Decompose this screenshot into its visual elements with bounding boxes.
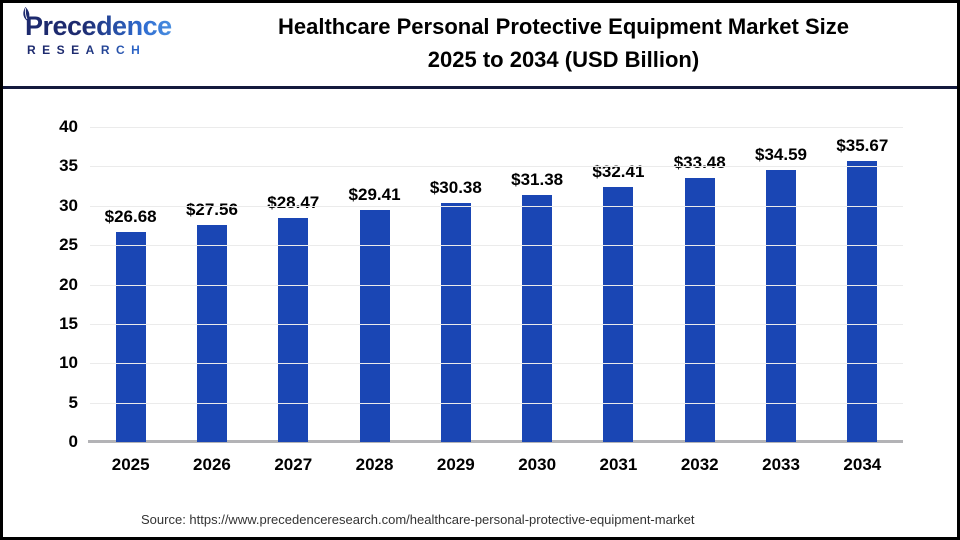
bar-value-label: $27.56	[185, 199, 238, 219]
bar-group-2025: $26.68	[90, 127, 171, 442]
plot-area: $26.68 $27.56 $28.47 $29.41 $30.38 $31.38 $32.…	[59, 117, 903, 451]
x-axis-tick-label: 2027	[274, 455, 313, 474]
y-axis-tick-label: 40	[59, 117, 78, 136]
bar-value-label: $32.41	[592, 161, 645, 181]
bar-value-label: $35.67	[836, 136, 889, 156]
bar-value-label: $34.59	[755, 144, 808, 164]
bar-2025	[115, 231, 146, 442]
bar-group-2033: $34.59	[740, 127, 821, 442]
gridline	[90, 127, 903, 128]
gridline	[90, 205, 903, 207]
bar-2027	[278, 217, 309, 442]
x-axis-tick-label: 2034	[843, 455, 882, 474]
bar-2032	[684, 178, 715, 442]
gridline	[90, 323, 903, 325]
gridline	[90, 284, 903, 286]
bar-2029	[440, 202, 471, 442]
x-axis-tick-label: 2025	[111, 455, 150, 474]
bars-container: $26.68 $27.56 $28.47 $29.41 $30.38 $31.38 $32.…	[90, 127, 903, 442]
bar-group-2034: $35.67	[822, 127, 903, 442]
header: Precedence RESEARCH Healthcare Personal …	[3, 3, 957, 86]
source-text: Source: https://www.precedenceresearch.c…	[141, 512, 695, 527]
y-axis-tick-label: 20	[59, 274, 78, 294]
logo-name: Precedence	[25, 11, 172, 41]
bar-value-label: $33.48	[673, 153, 726, 173]
header-divider	[3, 86, 957, 89]
gridline	[90, 166, 903, 168]
bar-group-2026: $27.56	[171, 127, 252, 442]
bar-2033	[766, 169, 797, 442]
bar-value-label: $31.38	[511, 169, 564, 189]
precedence-logo: Precedence RESEARCH	[21, 6, 172, 56]
bar-2026	[196, 224, 227, 442]
gridline	[90, 245, 903, 247]
bar-group-2032: $33.48	[659, 127, 740, 442]
x-axis-tick-label: 2029	[436, 455, 475, 474]
y-axis-tick-label: 25	[59, 235, 78, 255]
bar-2030	[522, 194, 553, 442]
leaf-icon	[23, 6, 30, 21]
y-axis-tick-label: 5	[68, 392, 78, 412]
y-axis-tick-label: 10	[59, 353, 78, 373]
bar-group-2027: $28.47	[253, 127, 334, 442]
x-axis-tick-label: 2026	[193, 455, 231, 474]
chart-title-line1: Healthcare Personal Protective Equipment…	[278, 14, 849, 39]
bar-value-label: $28.47	[267, 192, 320, 212]
bar-value-label: $29.41	[348, 185, 401, 205]
x-axis-tick-label: 2033	[762, 455, 800, 474]
x-axis-tick-label: 2030	[518, 455, 557, 474]
bar-2031	[603, 186, 634, 442]
x-axis-labels: 2025 2026 2027 2028 2029 2030 2031 2032 2033 2034	[90, 442, 903, 475]
y-axis-tick-label: 30	[59, 195, 78, 215]
y-axis-tick-label: 15	[59, 313, 78, 333]
bar-group-2031: $32.41	[578, 127, 659, 442]
y-axis-tick-label: 0	[68, 432, 78, 451]
x-axis-tick-label: 2028	[355, 455, 394, 474]
x-axis-line	[88, 440, 903, 443]
x-axis-tick-label: 2031	[599, 455, 638, 474]
logo-subtitle: RESEARCH	[21, 44, 172, 56]
chart-title-line2: 2025 to 2034 (USD Billion)	[427, 47, 700, 72]
bar-group-2030: $31.38	[496, 127, 577, 442]
bar-value-label: $26.68	[104, 206, 157, 226]
bar-group-2029: $30.38	[415, 127, 496, 442]
chart-title: Healthcare Personal Protective Equipment…	[178, 10, 949, 76]
gridline	[90, 363, 903, 365]
bar-2034	[847, 161, 878, 442]
bar-value-label: $30.38	[429, 177, 482, 197]
bar-chart: $26.68 $27.56 $28.47 $29.41 $30.38 $31.38 $32.…	[3, 117, 957, 475]
gridline	[90, 402, 903, 404]
y-axis-tick-label: 35	[59, 156, 78, 176]
x-axis-tick-label: 2032	[680, 455, 719, 474]
